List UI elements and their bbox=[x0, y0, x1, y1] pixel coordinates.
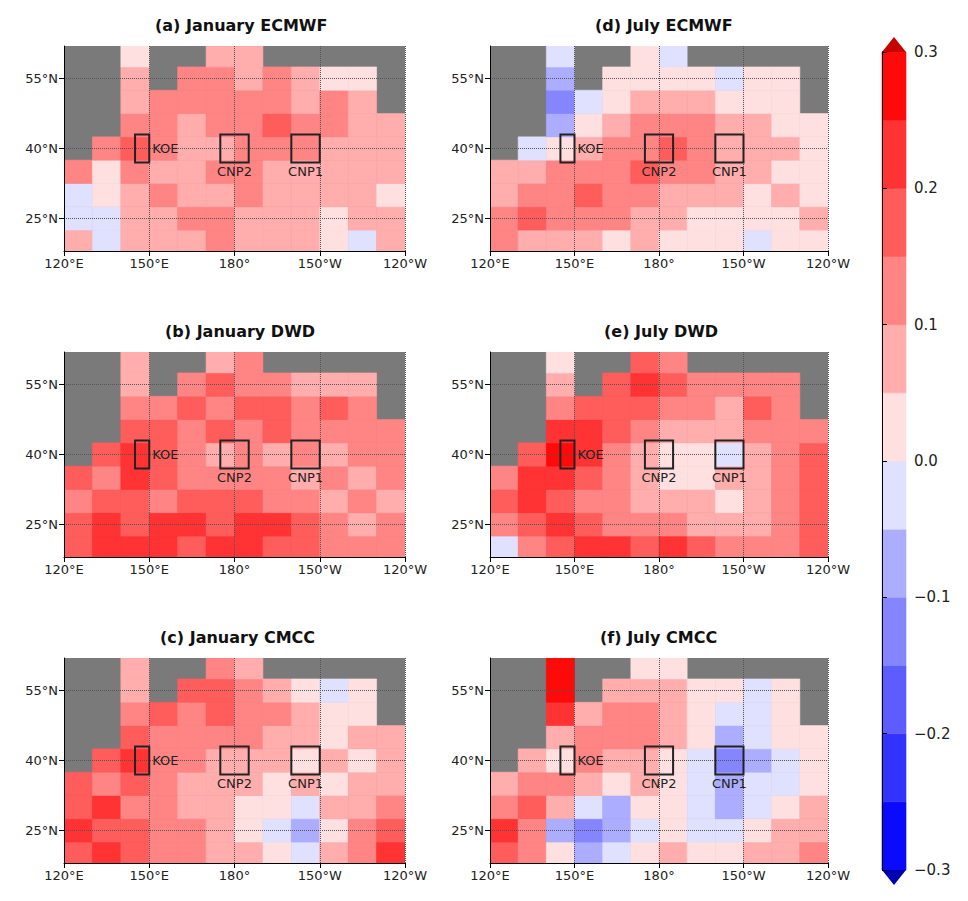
svg-text:120°E: 120°E bbox=[44, 256, 84, 271]
svg-text:40°N: 40°N bbox=[25, 447, 58, 462]
svg-text:150°W: 150°W bbox=[721, 868, 765, 883]
svg-text:55°N: 55°N bbox=[25, 71, 58, 86]
svg-text:CNP1: CNP1 bbox=[712, 164, 747, 179]
svg-text:150°E: 150°E bbox=[555, 562, 595, 577]
svg-text:180°: 180° bbox=[643, 562, 674, 577]
svg-text:0.0: 0.0 bbox=[914, 452, 938, 470]
svg-text:CNP2: CNP2 bbox=[642, 164, 677, 179]
svg-text:180°: 180° bbox=[219, 562, 250, 577]
svg-text:120°E: 120°E bbox=[470, 256, 510, 271]
svg-text:40°N: 40°N bbox=[25, 753, 58, 768]
svg-text:120°E: 120°E bbox=[44, 562, 84, 577]
svg-text:CNP1: CNP1 bbox=[712, 470, 747, 485]
svg-text:180°: 180° bbox=[219, 256, 250, 271]
svg-text:0.2: 0.2 bbox=[914, 179, 938, 197]
svg-text:40°N: 40°N bbox=[451, 447, 484, 462]
svg-text:120°W: 120°W bbox=[383, 256, 427, 271]
svg-text:120°W: 120°W bbox=[806, 562, 850, 577]
svg-text:−0.3: −0.3 bbox=[914, 861, 950, 879]
svg-text:CNP2: CNP2 bbox=[642, 470, 677, 485]
svg-text:CNP2: CNP2 bbox=[217, 776, 252, 791]
svg-text:KOE: KOE bbox=[578, 141, 604, 156]
svg-text:40°N: 40°N bbox=[451, 753, 484, 768]
svg-text:0.1: 0.1 bbox=[914, 316, 938, 334]
svg-text:CNP2: CNP2 bbox=[217, 470, 252, 485]
svg-text:CNP1: CNP1 bbox=[712, 776, 747, 791]
svg-text:CNP1: CNP1 bbox=[288, 470, 323, 485]
svg-text:CNP2: CNP2 bbox=[642, 776, 677, 791]
svg-text:55°N: 55°N bbox=[451, 683, 484, 698]
svg-text:25°N: 25°N bbox=[25, 823, 58, 838]
svg-text:120°W: 120°W bbox=[383, 562, 427, 577]
svg-text:180°: 180° bbox=[643, 256, 674, 271]
svg-text:120°W: 120°W bbox=[806, 868, 850, 883]
svg-text:150°E: 150°E bbox=[555, 256, 595, 271]
svg-text:KOE: KOE bbox=[578, 753, 604, 768]
svg-text:180°: 180° bbox=[643, 868, 674, 883]
svg-text:150°W: 150°W bbox=[298, 256, 342, 271]
svg-text:40°N: 40°N bbox=[451, 141, 484, 156]
svg-text:CNP1: CNP1 bbox=[288, 164, 323, 179]
svg-text:150°W: 150°W bbox=[298, 868, 342, 883]
svg-text:150°E: 150°E bbox=[129, 868, 169, 883]
svg-text:55°N: 55°N bbox=[25, 377, 58, 392]
svg-text:(e) July DWD: (e) July DWD bbox=[604, 322, 718, 341]
svg-text:150°E: 150°E bbox=[555, 868, 595, 883]
svg-text:−0.1: −0.1 bbox=[914, 588, 950, 606]
svg-text:120°E: 120°E bbox=[44, 868, 84, 883]
svg-text:0.3: 0.3 bbox=[914, 43, 938, 61]
svg-text:55°N: 55°N bbox=[451, 377, 484, 392]
svg-text:150°E: 150°E bbox=[129, 562, 169, 577]
svg-text:180°: 180° bbox=[219, 868, 250, 883]
svg-text:KOE: KOE bbox=[152, 447, 178, 462]
svg-text:120°W: 120°W bbox=[806, 256, 850, 271]
svg-text:−0.2: −0.2 bbox=[914, 725, 950, 743]
svg-text:(d) July ECMWF: (d) July ECMWF bbox=[595, 16, 733, 35]
svg-text:CNP2: CNP2 bbox=[217, 164, 252, 179]
svg-text:150°W: 150°W bbox=[721, 562, 765, 577]
svg-text:40°N: 40°N bbox=[25, 141, 58, 156]
svg-text:(b) January DWD: (b) January DWD bbox=[165, 322, 315, 341]
svg-text:(a) January ECMWF: (a) January ECMWF bbox=[155, 16, 327, 35]
svg-text:KOE: KOE bbox=[152, 753, 178, 768]
svg-text:25°N: 25°N bbox=[451, 823, 484, 838]
svg-text:25°N: 25°N bbox=[451, 211, 484, 226]
svg-text:150°W: 150°W bbox=[298, 562, 342, 577]
svg-text:KOE: KOE bbox=[152, 141, 178, 156]
svg-text:25°N: 25°N bbox=[451, 517, 484, 532]
svg-text:150°E: 150°E bbox=[129, 256, 169, 271]
svg-text:150°W: 150°W bbox=[721, 256, 765, 271]
svg-text:(c) January CMCC: (c) January CMCC bbox=[160, 628, 315, 647]
svg-text:25°N: 25°N bbox=[25, 211, 58, 226]
svg-text:120°W: 120°W bbox=[383, 868, 427, 883]
svg-text:120°E: 120°E bbox=[470, 868, 510, 883]
svg-text:120°E: 120°E bbox=[470, 562, 510, 577]
svg-text:(f) July CMCC: (f) July CMCC bbox=[600, 628, 717, 647]
svg-text:55°N: 55°N bbox=[25, 683, 58, 698]
svg-text:55°N: 55°N bbox=[451, 71, 484, 86]
svg-text:CNP1: CNP1 bbox=[288, 776, 323, 791]
svg-text:25°N: 25°N bbox=[25, 517, 58, 532]
svg-text:KOE: KOE bbox=[578, 447, 604, 462]
